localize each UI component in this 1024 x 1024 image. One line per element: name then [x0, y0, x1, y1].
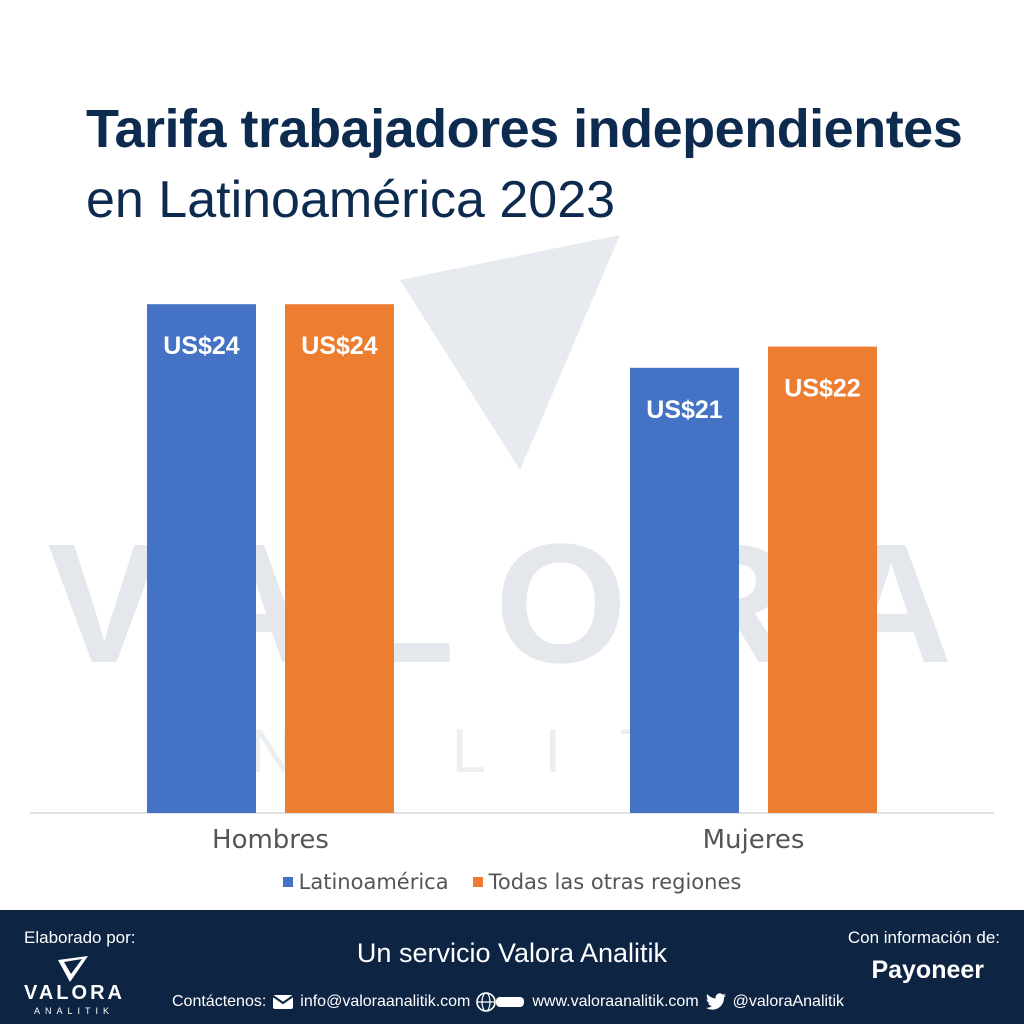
- watermark-logo-shape: [400, 235, 620, 470]
- footer-banner: Elaborado por: VALORA ANALITIK Un servic…: [0, 910, 1024, 1024]
- bar-value-label: US$24: [163, 332, 240, 360]
- legend-item-latinoamerica: Latinoamérica: [282, 870, 449, 894]
- valora-logo-icon: [58, 956, 88, 982]
- chart-subtitle: en Latinoamérica 2023: [86, 171, 616, 229]
- legend-swatch-latinoamerica: [282, 877, 293, 887]
- elaborado-label: Elaborado por:: [24, 928, 136, 947]
- legend-label-otras-regiones: Todas las otras regiones: [488, 870, 742, 894]
- category-label-mujeres: Mujeres: [703, 825, 805, 855]
- source-label: Con información de:: [847, 928, 1000, 947]
- legend-swatch-otras-regiones: [472, 877, 483, 887]
- bar-hombres-otras-regiones: [285, 304, 394, 813]
- legend: Latinoamérica Todas las otras regiones: [0, 870, 1024, 894]
- logo-subtitle: ANALITIK: [33, 1006, 114, 1016]
- source-name: Payoneer: [871, 956, 984, 984]
- twitter-link[interactable]: @valoraAnalitik: [732, 993, 845, 1010]
- bar-hombres-latinoamerica: [147, 304, 256, 813]
- email-icon: [272, 994, 294, 1010]
- bar-mujeres-latinoamerica: [630, 367, 739, 813]
- legend-label-latinoamerica: Latinoamérica: [298, 870, 449, 894]
- bar-value-label: US$22: [784, 375, 860, 403]
- category-label-hombres: Hombres: [212, 825, 329, 855]
- legend-item-otras-regiones: Todas las otras regiones: [472, 870, 742, 894]
- bar-value-label: US$21: [646, 396, 723, 424]
- twitter-icon: [705, 993, 727, 1011]
- web-icon: [476, 992, 526, 1012]
- contact-bar: Contáctenos: info@valoraanalitik.com www…: [172, 992, 844, 1012]
- bar-value-label: US$24: [301, 332, 378, 360]
- email-link[interactable]: info@valoraanalitik.com: [300, 993, 471, 1010]
- bar-mujeres-otras-regiones: [768, 346, 877, 813]
- service-tagline: Un servicio Valora Analitik: [356, 938, 668, 968]
- logo-name: VALORA: [24, 982, 125, 1004]
- contact-label: Contáctenos:: [172, 993, 267, 1010]
- chart-title: Tarifa trabajadores independientes: [86, 99, 963, 159]
- web-link[interactable]: www.valoraanalitik.com: [532, 993, 699, 1010]
